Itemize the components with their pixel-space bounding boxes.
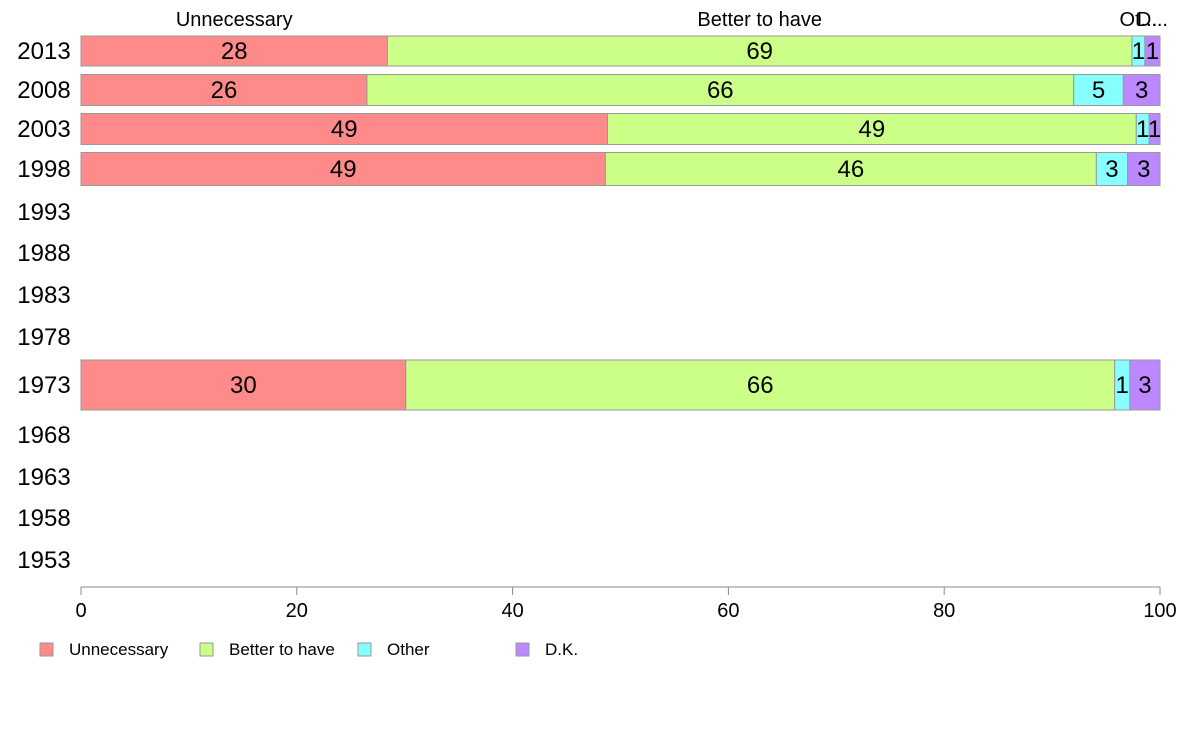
legend-swatch-d-k- (515, 642, 530, 657)
x-tick-label-0: 0 (75, 600, 86, 622)
year-label-1953: 1953 (17, 547, 70, 574)
data-label-2013-unnecessary: 28 (221, 38, 248, 65)
data-label-2003-d-k-: 1 (1148, 116, 1161, 143)
bar-segment-1998-other (1095, 152, 1129, 186)
bar-segment-2013-better-to-have (386, 35, 1133, 67)
bar-segment-2003-better-to-have (607, 113, 1137, 145)
data-label-2013-better-to-have: 69 (746, 38, 773, 65)
data-label-2013-d-k-: 1 (1146, 38, 1159, 65)
bar-segment-1973-d-k- (1129, 359, 1161, 411)
column-header-better-to-have: Better to have (697, 9, 822, 31)
bar-segment-1973-unnecessary (80, 359, 407, 411)
legend-label-better-to-have: Better to have (229, 640, 335, 659)
bar-segment-2008-unnecessary (80, 74, 368, 106)
year-label-2013: 2013 (17, 38, 70, 65)
data-label-1973-unnecessary: 30 (230, 372, 257, 399)
year-label-2003: 2003 (17, 116, 70, 143)
column-header-d-k-: D... (1137, 9, 1168, 31)
column-header-unnecessary: Unnecessary (176, 9, 293, 31)
year-label-2008: 2008 (17, 77, 70, 104)
legend: Unnecessary Better to have Other D.K. (39, 640, 578, 659)
bar-segment-1998-d-k- (1127, 152, 1161, 186)
legend-label-d-k-: D.K. (545, 640, 578, 659)
data-label-1998-other: 3 (1105, 156, 1118, 183)
legend-label-other: Other (387, 640, 430, 659)
data-label-2008-unnecessary: 26 (211, 77, 238, 104)
bar-segment-2008-d-k- (1122, 74, 1161, 106)
data-label-1998-better-to-have: 46 (838, 156, 865, 183)
year-label-1958: 1958 (17, 505, 70, 532)
year-label-1968: 1968 (17, 422, 70, 449)
x-tick-label-100: 100 (1143, 600, 1176, 622)
x-tick-label-60: 60 (717, 600, 739, 622)
data-label-2003-unnecessary: 49 (331, 116, 358, 143)
x-tick-label-40: 40 (501, 600, 523, 622)
data-label-1973-better-to-have: 66 (747, 372, 774, 399)
year-label-1963: 1963 (17, 464, 70, 491)
data-label-2003-other: 1 (1136, 116, 1149, 143)
data-label-2003-better-to-have: 49 (859, 116, 886, 143)
data-label-1998-d-k-: 3 (1137, 156, 1150, 183)
data-label-1973-d-k-: 3 (1138, 372, 1151, 399)
bar-segment-1998-unnecessary (80, 152, 606, 186)
legend-swatch-unnecessary (39, 642, 54, 657)
data-label-1973-other: 1 (1116, 372, 1129, 399)
data-label-2013-other: 1 (1132, 38, 1145, 65)
legend-label-unnecessary: Unnecessary (69, 640, 169, 659)
data-label-2008-other: 5 (1092, 77, 1105, 104)
year-label-1993: 1993 (17, 199, 70, 226)
data-label-2008-d-k-: 3 (1135, 77, 1148, 104)
bar-segment-1998-better-to-have (604, 152, 1097, 186)
bar-segment-2013-d-k- (1144, 35, 1161, 67)
bar-segment-2008-other (1073, 74, 1124, 106)
x-tick-label-20: 20 (286, 600, 308, 622)
year-label-1983: 1983 (17, 282, 70, 309)
x-tick-label-80: 80 (933, 600, 955, 622)
legend-swatch-other (357, 642, 372, 657)
legend-swatch-better-to-have (199, 642, 214, 657)
bar-segment-2003-d-k- (1148, 113, 1161, 145)
bar-segment-2008-better-to-have (366, 74, 1075, 106)
year-label-1988: 1988 (17, 240, 70, 267)
bar-segment-1973-better-to-have (405, 359, 1116, 411)
data-label-2008-better-to-have: 66 (707, 77, 734, 104)
year-label-1998: 1998 (17, 156, 70, 183)
year-label-1973: 1973 (17, 372, 70, 399)
year-label-1978: 1978 (17, 324, 70, 351)
data-label-1998-unnecessary: 49 (330, 156, 357, 183)
bar-segment-2003-unnecessary (80, 113, 609, 145)
column-header-other: Ot... (1120, 9, 1158, 31)
